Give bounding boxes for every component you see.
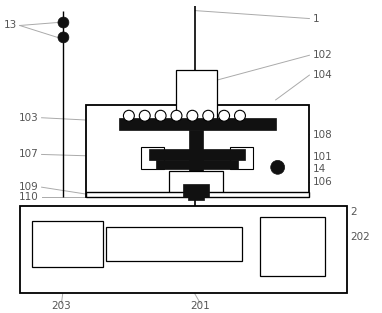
Text: 202: 202	[350, 232, 370, 242]
Text: 2: 2	[350, 207, 357, 217]
Text: 108: 108	[312, 130, 332, 140]
Text: 106: 106	[312, 177, 332, 187]
Bar	[155, 160, 238, 169]
Bar	[189, 130, 203, 184]
Text: 102: 102	[312, 50, 332, 60]
Circle shape	[58, 17, 69, 28]
Bar	[106, 227, 242, 260]
Text: 104: 104	[312, 70, 332, 80]
Text: 103: 103	[19, 113, 39, 123]
Bar	[230, 147, 253, 169]
Text: 1: 1	[312, 13, 319, 23]
Circle shape	[187, 110, 198, 121]
Bar	[175, 70, 217, 123]
Text: 201: 201	[190, 301, 210, 311]
Bar	[149, 150, 245, 160]
Circle shape	[155, 110, 166, 121]
Text: 109: 109	[19, 182, 39, 192]
Bar	[32, 221, 103, 267]
Text: 107: 107	[19, 149, 39, 159]
Circle shape	[203, 110, 214, 121]
Text: 110: 110	[19, 192, 39, 202]
Bar	[188, 193, 204, 200]
Circle shape	[171, 110, 182, 121]
Circle shape	[235, 110, 245, 121]
Bar	[260, 217, 325, 276]
Circle shape	[219, 110, 230, 121]
Circle shape	[139, 110, 150, 121]
Bar	[86, 105, 309, 197]
Bar	[183, 184, 209, 197]
Text: 13: 13	[3, 20, 17, 30]
Bar	[168, 171, 223, 193]
Bar	[141, 147, 163, 169]
Text: 101: 101	[312, 152, 332, 162]
Circle shape	[271, 160, 285, 174]
Circle shape	[123, 110, 134, 121]
Text: 14: 14	[312, 164, 325, 174]
Bar	[119, 118, 276, 130]
Circle shape	[58, 32, 69, 43]
Text: 203: 203	[52, 301, 71, 311]
Bar	[20, 206, 347, 293]
Bar	[86, 192, 309, 197]
